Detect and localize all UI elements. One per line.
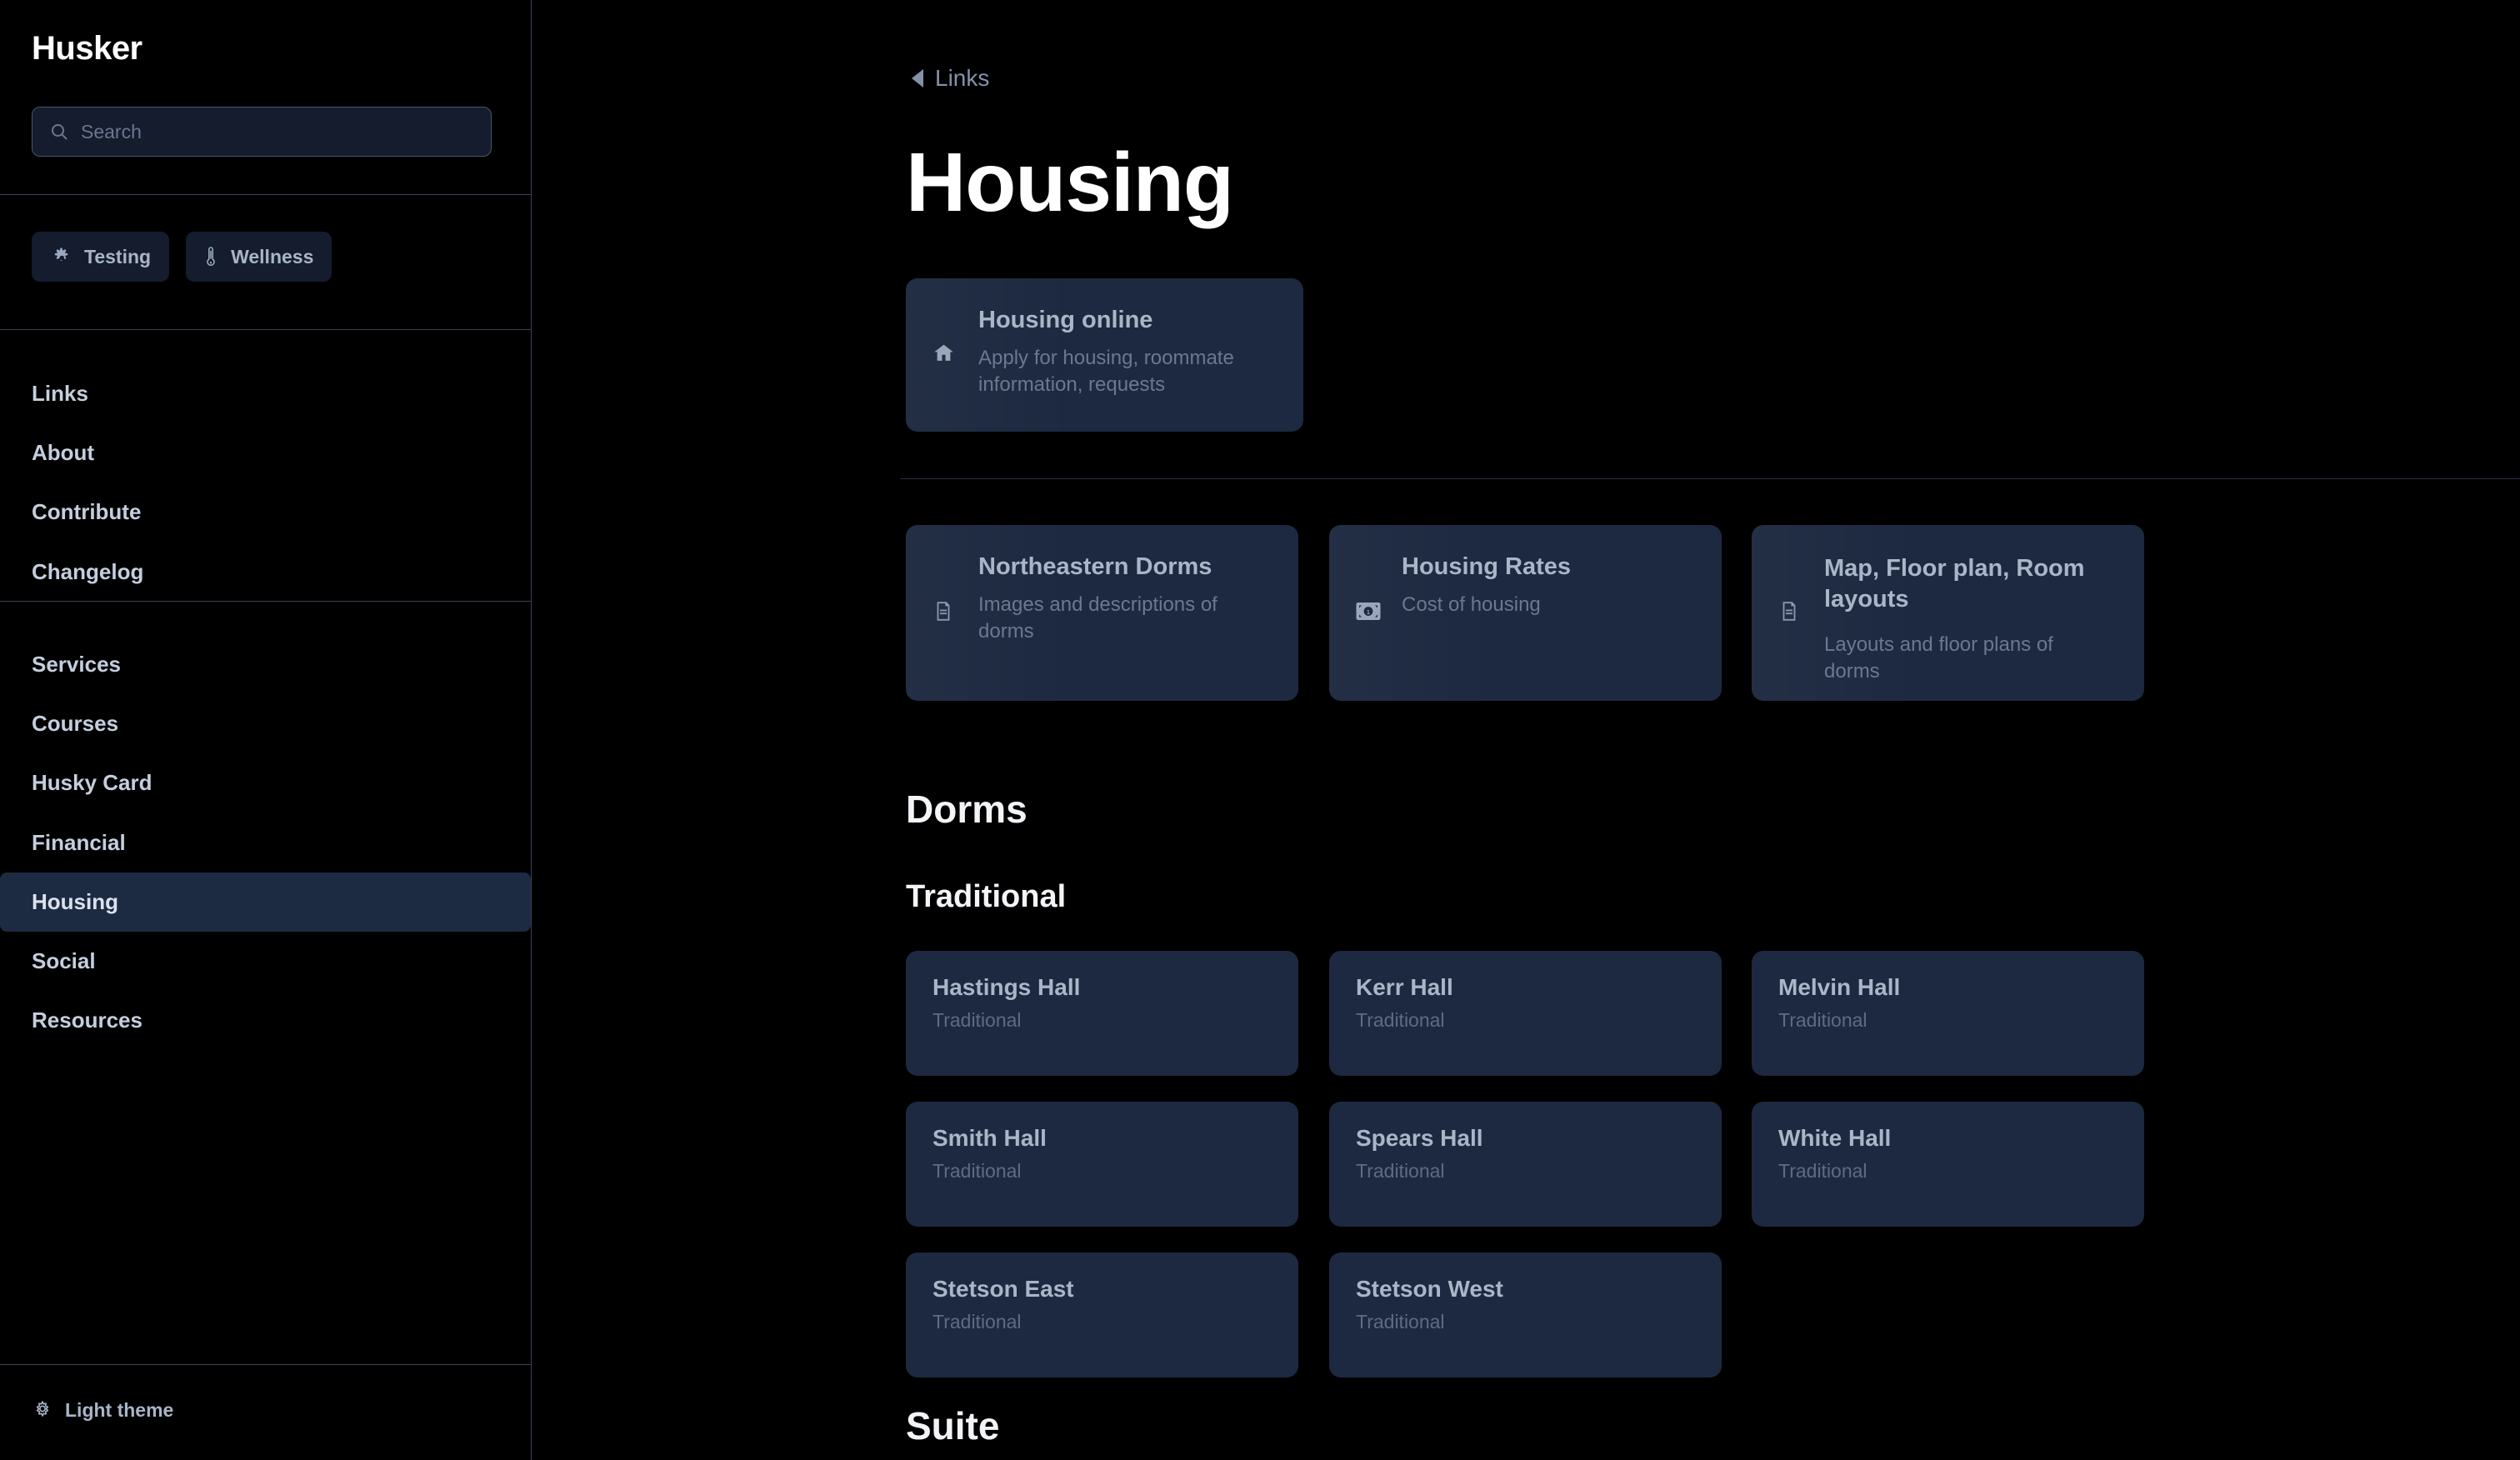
svg-text:1: 1 — [1367, 610, 1370, 616]
